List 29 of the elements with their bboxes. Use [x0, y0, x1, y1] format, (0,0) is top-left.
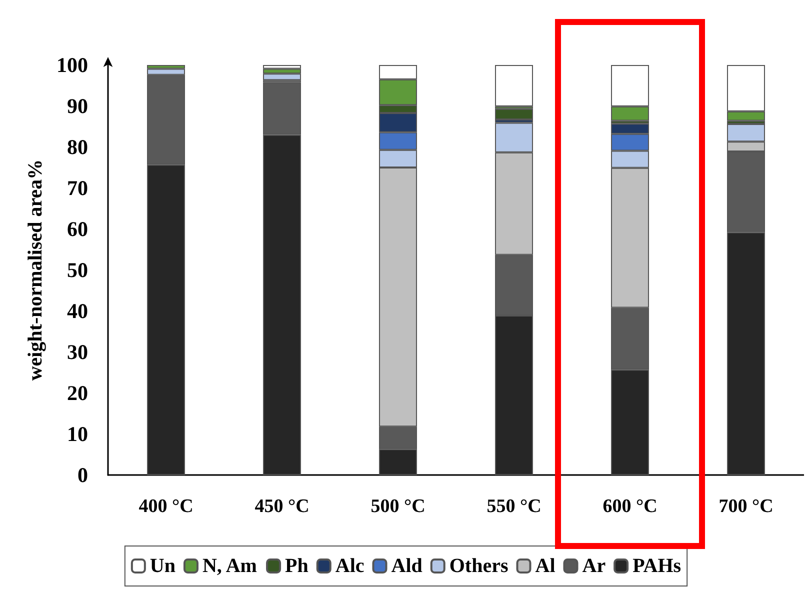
y-tick-label: 90 — [67, 94, 88, 118]
y-tick-label: 10 — [67, 422, 88, 446]
y-axis-title: weight-normalised area% — [24, 159, 47, 381]
legend-label: Others — [449, 555, 508, 577]
x-tick-label: 400 °C — [138, 496, 194, 517]
x-tick-label: 550 °C — [486, 496, 542, 517]
x-tick-label: 700 °C — [718, 496, 774, 517]
legend-label: Al — [535, 555, 556, 577]
bar — [495, 108, 533, 120]
legend-label: N, Am — [202, 555, 258, 577]
x-tick-label: 600 °C — [602, 496, 658, 517]
y-tick-label: 40 — [67, 299, 88, 323]
y-tick-label: 80 — [67, 135, 88, 159]
y-tick-label: 30 — [67, 340, 88, 364]
y-tick-label: 20 — [67, 381, 88, 405]
legend-label: Alc — [335, 555, 364, 577]
legend-label: Ar — [582, 555, 606, 577]
y-tick-label: 0 — [78, 463, 88, 487]
y-tick-label: 70 — [67, 176, 88, 200]
x-tick-label: 500 °C — [370, 496, 426, 517]
x-tick-label: 450 °C — [254, 496, 310, 517]
y-tick-label: 50 — [67, 258, 88, 282]
legend-label: Un — [150, 555, 176, 577]
legend-label: PAHs — [632, 555, 682, 577]
y-tick-label: 60 — [67, 217, 88, 241]
legend-label: Ald — [391, 555, 422, 577]
y-tick-label: 100 — [56, 53, 88, 77]
legend-label: Ph — [285, 555, 308, 577]
bar — [495, 65, 533, 106]
